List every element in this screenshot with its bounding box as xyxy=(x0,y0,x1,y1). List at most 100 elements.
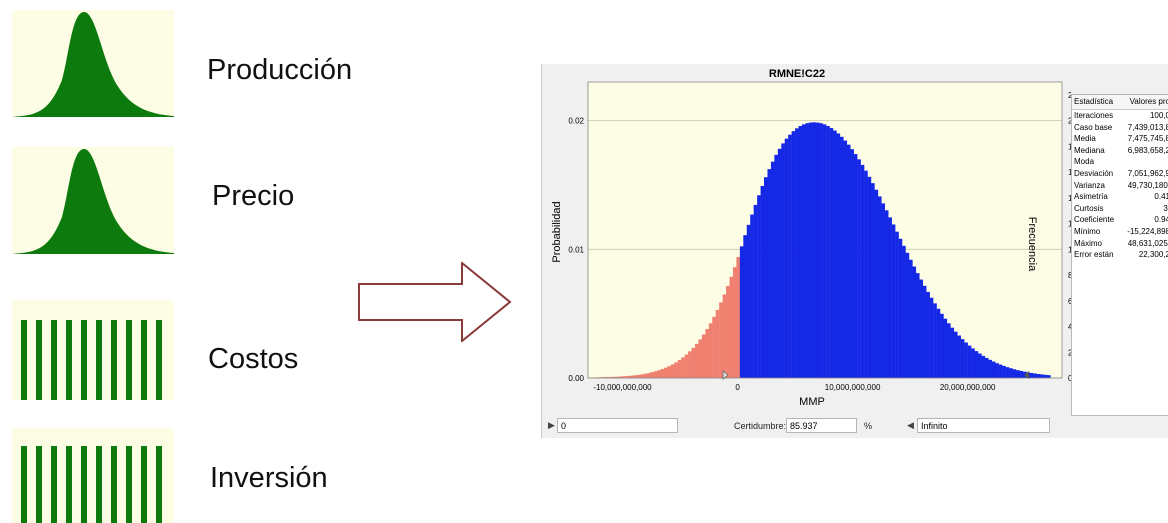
histogram-bar xyxy=(1005,367,1010,378)
histogram-bar xyxy=(933,303,937,378)
statistic-value: -15,224,898 xyxy=(1127,226,1168,236)
histogram-bar xyxy=(891,224,896,378)
y-axis-label-left: Probabilidad xyxy=(551,201,563,262)
statistic-value: 7,051,962,9 xyxy=(1127,168,1168,178)
histogram-bar xyxy=(1012,369,1017,378)
statistics-col-1: Estadística xyxy=(1074,97,1114,106)
statistics-col-2: Valores pro xyxy=(1129,97,1168,106)
histogram-bar xyxy=(853,154,858,378)
left-grabber-icon[interactable] xyxy=(722,370,729,380)
y-right-tick-label: 200 xyxy=(1068,348,1071,357)
histogram-bar xyxy=(908,259,913,378)
statistic-value: 6,983,658,2 xyxy=(1127,145,1168,155)
left-bound-grabber-icon[interactable]: ▶ xyxy=(548,420,555,430)
histogram-bar xyxy=(926,291,930,378)
histogram-bar xyxy=(957,335,961,378)
uniform-bars-icon xyxy=(21,446,162,523)
statistic-name: Media xyxy=(1074,134,1096,144)
histogram-bar xyxy=(698,339,703,378)
histogram-bar xyxy=(953,331,958,378)
histogram-bar xyxy=(715,309,720,378)
histogram-bar xyxy=(964,342,968,378)
inversion-label: Inversión xyxy=(210,462,328,494)
histogram-bar xyxy=(950,327,955,378)
histogram-bar xyxy=(1009,368,1013,378)
histogram-bar xyxy=(660,368,665,378)
statistic-value: 7,439,013,8 xyxy=(1127,122,1168,132)
costos-label: Costos xyxy=(208,343,299,375)
plot-frame xyxy=(587,81,1063,379)
histogram-bar xyxy=(1040,374,1044,378)
histogram-bar xyxy=(919,279,923,378)
right-arrow-icon xyxy=(358,262,512,342)
histogram-bar xyxy=(857,159,861,378)
uniform-bars-icon xyxy=(21,320,162,400)
histogram-bar xyxy=(670,364,675,378)
histogram-bar xyxy=(808,122,813,379)
histogram-bar xyxy=(902,245,906,378)
histogram-bar xyxy=(988,359,993,378)
statistic-name: Caso base xyxy=(1074,122,1113,132)
precio-distribution-card xyxy=(12,147,174,254)
histogram-bar xyxy=(767,169,772,378)
right-bound-grabber-icon[interactable]: ◀ xyxy=(907,420,914,430)
histogram-bar xyxy=(681,357,685,378)
statistic-name: Coeficiente de xyxy=(1074,215,1115,225)
x-tick-label: 20,000,000,000 xyxy=(940,383,996,392)
histogram-bar xyxy=(784,138,789,378)
histogram-bar xyxy=(884,210,889,378)
histogram-bar xyxy=(746,224,751,378)
histogram-bar xyxy=(829,128,834,378)
histogram-bar xyxy=(960,339,965,378)
costos-distribution-card xyxy=(12,300,174,400)
histogram-bar xyxy=(801,124,806,378)
y-right-tick-label: 800 xyxy=(1068,271,1071,280)
histogram-bar xyxy=(971,348,975,378)
histogram-bar xyxy=(674,362,678,378)
histogram-bar xyxy=(833,130,837,378)
statistic-name: Error estándar xyxy=(1074,250,1114,260)
histogram-bar xyxy=(764,177,768,378)
histogram-bar xyxy=(688,351,692,378)
statistics-row: Varianza 49,730,180, xyxy=(1072,180,1168,192)
histogram-bar xyxy=(625,375,630,378)
y-axis-label-right: Frecuencia xyxy=(1026,217,1038,272)
histogram-bar xyxy=(605,376,609,378)
statistic-name: Iteraciones xyxy=(1074,111,1114,120)
histogram-bar xyxy=(984,357,989,378)
histogram-bar xyxy=(974,351,979,378)
certainty-input[interactable]: 85.937 xyxy=(786,418,857,433)
histogram-bar xyxy=(877,196,882,378)
histogram-bar xyxy=(839,136,844,378)
histogram-bar xyxy=(650,372,654,378)
right-grabber-icon[interactable] xyxy=(1024,371,1029,379)
histogram-bar xyxy=(843,140,848,378)
histogram-bar xyxy=(643,373,647,378)
produccion-distribution-card xyxy=(12,10,174,117)
x-tick-label: 10,000,000,000 xyxy=(825,383,881,392)
histogram-bar xyxy=(795,128,799,378)
histogram-bar xyxy=(667,366,672,378)
histogram-bar xyxy=(701,334,706,378)
histogram-bar xyxy=(991,361,996,378)
histogram-bar xyxy=(753,204,758,378)
histogram-bar xyxy=(750,214,754,378)
histogram-bar xyxy=(770,161,775,378)
y-right-tick-label: 400 xyxy=(1068,323,1071,332)
histogram-bar xyxy=(684,354,689,378)
histogram-bar xyxy=(632,375,637,378)
y-right-tick-label: 2,200 xyxy=(1068,91,1071,100)
x-tick-label: -10,000,000,000 xyxy=(593,383,652,392)
y-left-tick-label: 0.00 xyxy=(568,374,584,383)
bell-curve-icon xyxy=(12,12,174,117)
statistic-name: Mediana xyxy=(1074,145,1105,155)
histogram-bar xyxy=(622,376,627,378)
histogram-bar xyxy=(639,374,644,378)
right-bound-input[interactable]: Infinito xyxy=(917,418,1050,433)
left-bound-input[interactable]: 0 xyxy=(557,418,678,433)
histogram-bar xyxy=(608,376,613,378)
histogram-bar xyxy=(805,123,810,378)
histogram-bar xyxy=(1047,375,1051,378)
histogram-bar xyxy=(995,363,999,378)
histogram-bar xyxy=(871,183,875,378)
